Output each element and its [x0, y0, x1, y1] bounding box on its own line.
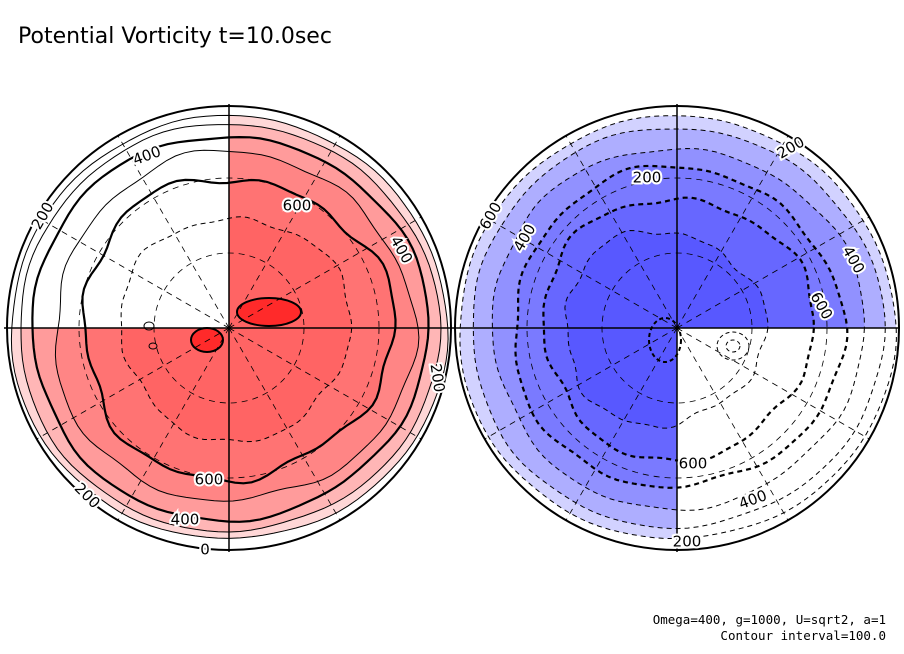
- contour-label: 400: [171, 511, 200, 529]
- contour-label: 200: [673, 533, 702, 551]
- contour-band: [55, 328, 229, 502]
- contour-fill-group: [459, 115, 897, 540]
- meridian-gridline: [36, 327, 230, 440]
- small-contour: [725, 339, 741, 353]
- contour-line: [120, 216, 353, 443]
- contour-band: [543, 328, 677, 463]
- meridian-gridline: [676, 327, 789, 521]
- contour-band: [229, 216, 352, 328]
- contour-band: [543, 197, 677, 328]
- contour-band: [492, 148, 677, 328]
- contour-label: 600: [283, 197, 312, 215]
- meridian-gridline: [228, 327, 422, 440]
- contour-band: [459, 115, 677, 328]
- contour-line: [542, 196, 816, 464]
- small-contour: [143, 321, 155, 331]
- contour-band: [459, 328, 677, 539]
- contour-band: [564, 230, 677, 328]
- contour-band: [82, 328, 229, 484]
- contour-interval-line: Contour interval=100.0: [720, 628, 886, 643]
- meridian-gridline: [117, 135, 230, 329]
- meridian-gridline: [676, 216, 870, 329]
- contour-band: [677, 129, 886, 328]
- contour-label: 400: [736, 486, 769, 513]
- contour-band: [229, 150, 419, 328]
- contour-band: [677, 197, 814, 328]
- shaded-quadrant: [11, 328, 229, 539]
- contour-label: 600: [195, 471, 224, 489]
- contour-band: [229, 179, 396, 328]
- contour-band: [473, 328, 677, 529]
- shaded-quadrant: [459, 328, 677, 539]
- shaded-quadrant: [459, 115, 677, 328]
- meridian-gridline: [565, 135, 678, 329]
- contour-band: [564, 328, 677, 429]
- small-contour: [236, 297, 302, 327]
- meridian-gridline: [36, 216, 230, 329]
- contour-band: [11, 328, 229, 539]
- contour-band: [677, 165, 848, 328]
- contour-label: 400: [130, 142, 163, 169]
- meridian-gridline: [228, 216, 422, 329]
- contour-band: [229, 328, 396, 484]
- meridian-gridline: [484, 216, 678, 329]
- contour-band: [473, 129, 677, 328]
- chart-title: Potential Vorticity t=10.0sec: [18, 24, 332, 49]
- meridian-gridline: [117, 327, 230, 521]
- meridian-gridline: [484, 327, 678, 440]
- contour-label: 200: [633, 169, 662, 187]
- meridian-gridline: [228, 327, 341, 521]
- contour-label: 600: [679, 455, 708, 473]
- contour-line: [491, 147, 865, 511]
- contour-band: [677, 230, 768, 328]
- contour-band: [515, 165, 677, 328]
- contour-band: [21, 328, 229, 532]
- contour-band: [229, 124, 441, 328]
- parameters-caption: Omega=400, g=1000, U=sqrt2, a=1 Contour …: [653, 612, 886, 644]
- small-contour: [190, 327, 224, 353]
- meridian-gridline: [565, 327, 678, 521]
- meridian-gridline: [676, 135, 789, 329]
- small-contour: [716, 331, 750, 361]
- contour-band: [492, 328, 677, 511]
- small-contour: [148, 342, 158, 350]
- contour-band: [229, 328, 419, 502]
- contour-band: [229, 137, 429, 328]
- parameters-line: Omega=400, g=1000, U=sqrt2, a=1: [652, 612, 886, 627]
- contour-band: [677, 148, 865, 328]
- contour-band: [515, 328, 677, 488]
- contour-band: [32, 328, 229, 522]
- contour-band: [229, 328, 352, 442]
- contour-band: [121, 328, 229, 442]
- small-contour: [648, 317, 682, 363]
- contour-label: 0: [200, 541, 210, 559]
- contour-line: [472, 128, 886, 530]
- meridian-gridline: [676, 327, 870, 440]
- contour-band: [229, 328, 429, 522]
- meridian-gridline: [228, 135, 341, 329]
